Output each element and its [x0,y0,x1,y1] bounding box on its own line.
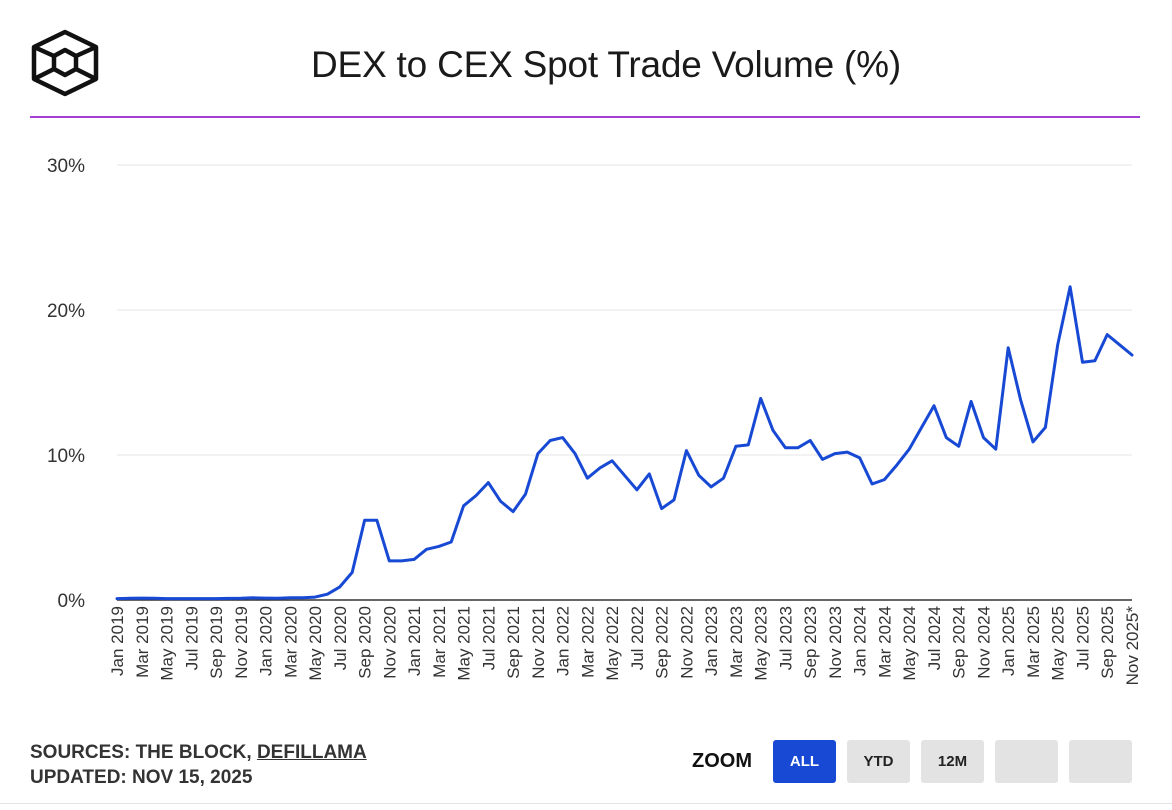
the-block-cube-icon [31,29,99,97]
zoom-blank-button-1[interactable] [995,740,1058,783]
x-tick-label: Jan 2020 [257,606,276,676]
zoom-12m-button[interactable]: 12M [921,740,984,783]
chart-title: DEX to CEX Spot Trade Volume (%) [311,44,901,85]
x-tick-label: May 2019 [158,606,177,681]
x-tick-label: Mar 2022 [578,606,597,678]
x-tick-label: Jan 2025 [999,606,1018,676]
x-tick-label: Mar 2024 [875,606,894,678]
x-tick-label: Jan 2023 [702,606,721,676]
sources-prefix: SOURCES: THE BLOCK, [30,742,257,763]
x-tick-label: Nov 2020 [380,606,399,679]
y-tick-label: 0% [58,591,86,612]
x-tick-label: Sep 2023 [801,606,820,679]
x-tick-label: Sep 2022 [653,606,672,679]
x-tick-label: Jul 2025 [1073,606,1092,670]
y-tick-label: 10% [47,446,85,467]
zoom-ytd-button[interactable]: YTD [847,740,910,783]
x-tick-label: May 2021 [455,606,474,681]
x-tick-label: Mar 2019 [133,606,152,678]
x-tick-label: Jul 2021 [479,606,498,670]
x-tick-label: Jul 2019 [182,606,201,670]
x-tick-label: Sep 2025 [1098,606,1117,679]
x-tick-label: Sep 2019 [207,606,226,679]
zoom-all-button[interactable]: ALL [773,740,836,783]
chart-sources: SOURCES: THE BLOCK, DEFILLAMA UPDATED: N… [30,740,367,790]
x-tick-label: May 2023 [752,606,771,681]
x-tick-label: Mar 2021 [430,606,449,678]
x-tick-label: May 2020 [306,606,325,681]
series-line [115,285,1134,601]
x-tick-label: Jul 2024 [925,606,944,670]
x-tick-label: Sep 2020 [356,606,375,679]
x-tick-label: Jul 2020 [331,606,350,670]
x-tick-label: Nov 2019 [232,606,251,679]
title-divider [30,116,1140,118]
x-tick-label: Sep 2024 [950,606,969,679]
y-tick-label: 20% [47,301,85,322]
x-tick-label: Jan 2021 [405,606,424,676]
x-tick-label: Jan 2019 [108,606,127,676]
x-tick-label: Jan 2022 [554,606,573,676]
x-tick-label: Jul 2023 [776,606,795,670]
x-tick-label: Nov 2025* [1123,606,1142,686]
defillama-link[interactable]: DEFILLAMA [256,742,367,763]
y-tick-label: 30% [47,156,85,177]
x-tick-label: Nov 2021 [529,606,548,679]
x-tick-label: May 2025 [1049,606,1068,681]
bottom-divider [0,803,1172,804]
x-tick-label: May 2024 [900,606,919,681]
zoom-label: ZOOM [692,750,752,772]
x-tick-label: Nov 2023 [826,606,845,679]
zoom-blank-button-2[interactable] [1069,740,1132,783]
x-tick-label: Jul 2022 [628,606,647,670]
x-tick-label: Mar 2020 [281,606,300,678]
line-chart: 0% 10% 20% 30% Jan 2019 Mar 2019 May 2019 Jul 2… [47,156,1142,686]
x-tick-label: May 2022 [603,606,622,681]
sources-line: SOURCES: THE BLOCK, DEFILLAMA [30,740,367,765]
x-tick-label: Nov 2024 [974,606,993,679]
x-tick-label: Nov 2022 [677,606,696,679]
updated-line: UPDATED: NOV 15, 2025 [30,767,253,788]
x-tick-label: Mar 2023 [727,606,746,678]
x-tick-label: Mar 2025 [1024,606,1043,678]
x-tick-label: Sep 2021 [504,606,523,679]
x-tick-label: Jan 2024 [851,606,870,676]
